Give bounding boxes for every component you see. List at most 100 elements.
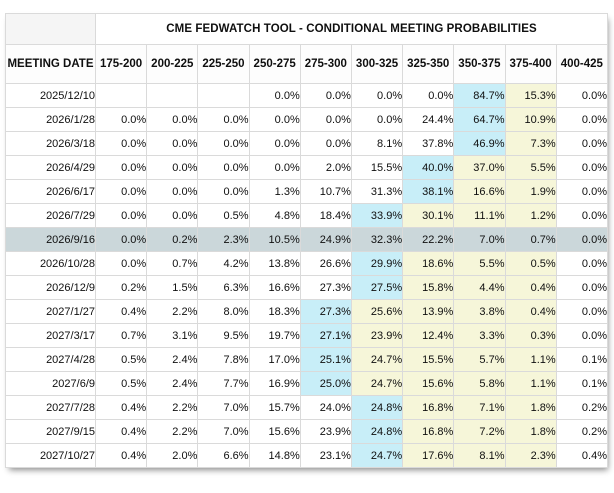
probability-cell: 37.0% xyxy=(453,155,506,180)
meeting-date-cell: 2026/1/28 xyxy=(5,107,96,132)
probability-cell: 27.3% xyxy=(299,275,352,300)
probability-cell: 7.0% xyxy=(453,227,506,252)
table-title-row: CME FEDWATCH TOOL - CONDITIONAL MEETING … xyxy=(5,13,608,45)
meeting-date-cell: 2027/10/27 xyxy=(5,443,96,468)
probability-cell: 32.3% xyxy=(350,227,404,252)
probability-cell: 0.2% xyxy=(146,227,199,252)
probability-cell: 40.0% xyxy=(402,155,455,180)
meeting-date-cell: 2026/6/17 xyxy=(5,179,96,204)
rate-range-header: 400-425 xyxy=(555,44,609,84)
probability-cell: 3.3% xyxy=(453,323,506,348)
probability-cell: 0.4% xyxy=(94,419,148,444)
probability-cell: 0.7% xyxy=(146,251,199,276)
probability-cell: 2.4% xyxy=(146,371,199,396)
meeting-row[interactable]: 2026/7/29 0.0% 0.0% 0.5% 4.8% 18.4% 33.9% 30.1%… xyxy=(5,203,609,228)
meeting-date-cell: 2027/3/17 xyxy=(5,323,96,348)
meeting-row[interactable]: 2026/1/28 0.0% 0.0% 0.0% 0.0% 0.0% 0.0% 24.4% 64… xyxy=(5,107,609,132)
probability-cell: 0.0% xyxy=(248,83,301,108)
meeting-row[interactable]: 2027/7/28 0.4% 2.2% 7.0% 15.7% 24.0% 24.8% 16.8… xyxy=(5,395,609,420)
meeting-row[interactable]: 2027/1/27 0.4% 2.2% 8.0% 18.3% 27.3% 25.6% 13.9… xyxy=(5,299,609,324)
meeting-date-cell: 2026/7/29 xyxy=(5,203,96,228)
probability-cell: 1.8% xyxy=(504,419,557,444)
probability-cell: 6.3% xyxy=(197,275,250,300)
meeting-row[interactable]: 2027/9/15 0.4% 2.2% 7.0% 15.6% 23.9% 24.8% 16.8… xyxy=(5,419,609,444)
meeting-row[interactable]: 2026/9/16 0.0% 0.2% 2.3% 10.5% 24.9% 32.3% 22.2… xyxy=(5,227,609,252)
probability-cell: 11.1% xyxy=(453,203,506,228)
meeting-row[interactable]: 2026/12/9 0.2% 1.5% 6.3% 16.6% 27.3% 27.5% 15.8… xyxy=(5,275,609,300)
probability-cell: 9.5% xyxy=(197,323,250,348)
meeting-row[interactable]: 2025/12/10 0.0% 0.0% 0.0% 0.0% 84.7% 15.3% 0.0% xyxy=(5,83,609,108)
probability-cell: 17.0% xyxy=(248,347,301,372)
probability-cell: 0.7% xyxy=(94,323,148,348)
probability-cell: 26.6% xyxy=(299,251,352,276)
probability-cell: 15.5% xyxy=(402,347,455,372)
probability-cell: 0.0% xyxy=(146,131,199,156)
probability-cell: 0.0% xyxy=(146,155,199,180)
probability-cell: 0.0% xyxy=(94,179,148,204)
probability-cell xyxy=(94,83,148,108)
probability-cell: 0.0% xyxy=(248,107,301,132)
probability-cell: 0.0% xyxy=(197,155,250,180)
probability-cell: 38.1% xyxy=(402,179,455,204)
table-title: CME FEDWATCH TOOL - CONDITIONAL MEETING … xyxy=(95,13,608,45)
probability-cell: 0.0% xyxy=(299,83,352,108)
probability-cell: 0.5% xyxy=(504,251,557,276)
probability-cell: 8.1% xyxy=(453,443,506,468)
probability-cell: 31.3% xyxy=(350,179,404,204)
probability-cell: 0.0% xyxy=(94,131,148,156)
meeting-row[interactable]: 2027/6/9 0.5% 2.4% 7.7% 16.9% 25.0% 24.7% 15.6%… xyxy=(5,371,609,396)
rate-range-header: 200-225 xyxy=(146,44,199,84)
probability-cell: 0.0% xyxy=(197,107,250,132)
probability-cell: 27.3% xyxy=(299,299,352,324)
meeting-row[interactable]: 2026/3/18 0.0% 0.0% 0.0% 0.0% 0.0% 8.1% 37.8% 46… xyxy=(5,131,609,156)
probability-cell: 0.5% xyxy=(94,347,148,372)
probability-cell: 16.9% xyxy=(248,371,301,396)
probability-cell: 0.4% xyxy=(504,275,557,300)
corner-cell xyxy=(5,13,96,45)
probability-cell: 0.0% xyxy=(555,251,609,276)
probability-cell: 4.4% xyxy=(453,275,506,300)
meeting-date-cell: 2026/3/18 xyxy=(5,131,96,156)
probability-cell: 16.6% xyxy=(453,179,506,204)
meeting-row[interactable]: 2027/3/17 0.7% 3.1% 9.5% 19.7% 27.1% 23.9% 12.4… xyxy=(5,323,609,348)
probability-cell: 23.9% xyxy=(350,323,404,348)
probability-cell: 0.0% xyxy=(555,107,609,132)
probability-cell: 1.5% xyxy=(146,275,199,300)
probability-cell: 0.0% xyxy=(555,323,609,348)
probability-cell: 16.8% xyxy=(402,395,455,420)
probability-cell: 27.1% xyxy=(299,323,352,348)
meeting-row[interactable]: 2026/6/17 0.0% 0.0% 0.0% 1.3% 10.7% 31.3% 38.1%… xyxy=(5,179,609,204)
meeting-row[interactable]: 2027/4/28 0.5% 2.4% 7.8% 17.0% 25.1% 24.7% 15.5… xyxy=(5,347,609,372)
meeting-row[interactable]: 2026/10/28 0.0% 0.7% 4.2% 13.8% 26.6% 29.9% 18.… xyxy=(5,251,609,276)
probability-cell: 24.9% xyxy=(299,227,352,252)
probability-cell: 5.7% xyxy=(453,347,506,372)
probability-cell: 29.9% xyxy=(350,251,404,276)
probability-cell: 33.9% xyxy=(350,203,404,228)
probability-cell: 24.7% xyxy=(350,371,404,396)
probability-cell: 0.1% xyxy=(555,371,609,396)
probability-cell: 17.6% xyxy=(402,443,455,468)
meeting-row[interactable]: 2026/4/29 0.0% 0.0% 0.0% 0.0% 2.0% 15.5% 40.0% 3… xyxy=(5,155,609,180)
probability-cell: 0.4% xyxy=(504,299,557,324)
probability-cell: 15.6% xyxy=(248,419,301,444)
probability-cell: 0.0% xyxy=(94,107,148,132)
probability-cell: 25.0% xyxy=(299,371,352,396)
probability-cell: 37.8% xyxy=(402,131,455,156)
rate-range-header: 375-400 xyxy=(504,44,557,84)
probability-cell: 24.0% xyxy=(299,395,352,420)
probability-cell: 7.8% xyxy=(197,347,250,372)
probability-cell: 46.9% xyxy=(453,131,506,156)
probability-cell: 0.0% xyxy=(94,203,148,228)
meeting-date-cell: 2025/12/10 xyxy=(5,83,96,108)
probability-cell: 2.2% xyxy=(146,395,199,420)
probability-cell: 24.8% xyxy=(350,395,404,420)
probability-cell: 27.5% xyxy=(350,275,404,300)
rate-range-header: 350-375 xyxy=(453,44,506,84)
probability-cell: 10.9% xyxy=(504,107,557,132)
probability-cell: 1.8% xyxy=(504,395,557,420)
probability-cell: 0.0% xyxy=(94,251,148,276)
rate-range-header: 175-200 xyxy=(94,44,148,84)
probability-cell: 7.3% xyxy=(504,131,557,156)
probability-cell: 16.6% xyxy=(248,275,301,300)
meeting-row[interactable]: 2027/10/27 0.4% 2.0% 6.6% 14.8% 23.1% 24.7% 17.… xyxy=(5,443,609,468)
